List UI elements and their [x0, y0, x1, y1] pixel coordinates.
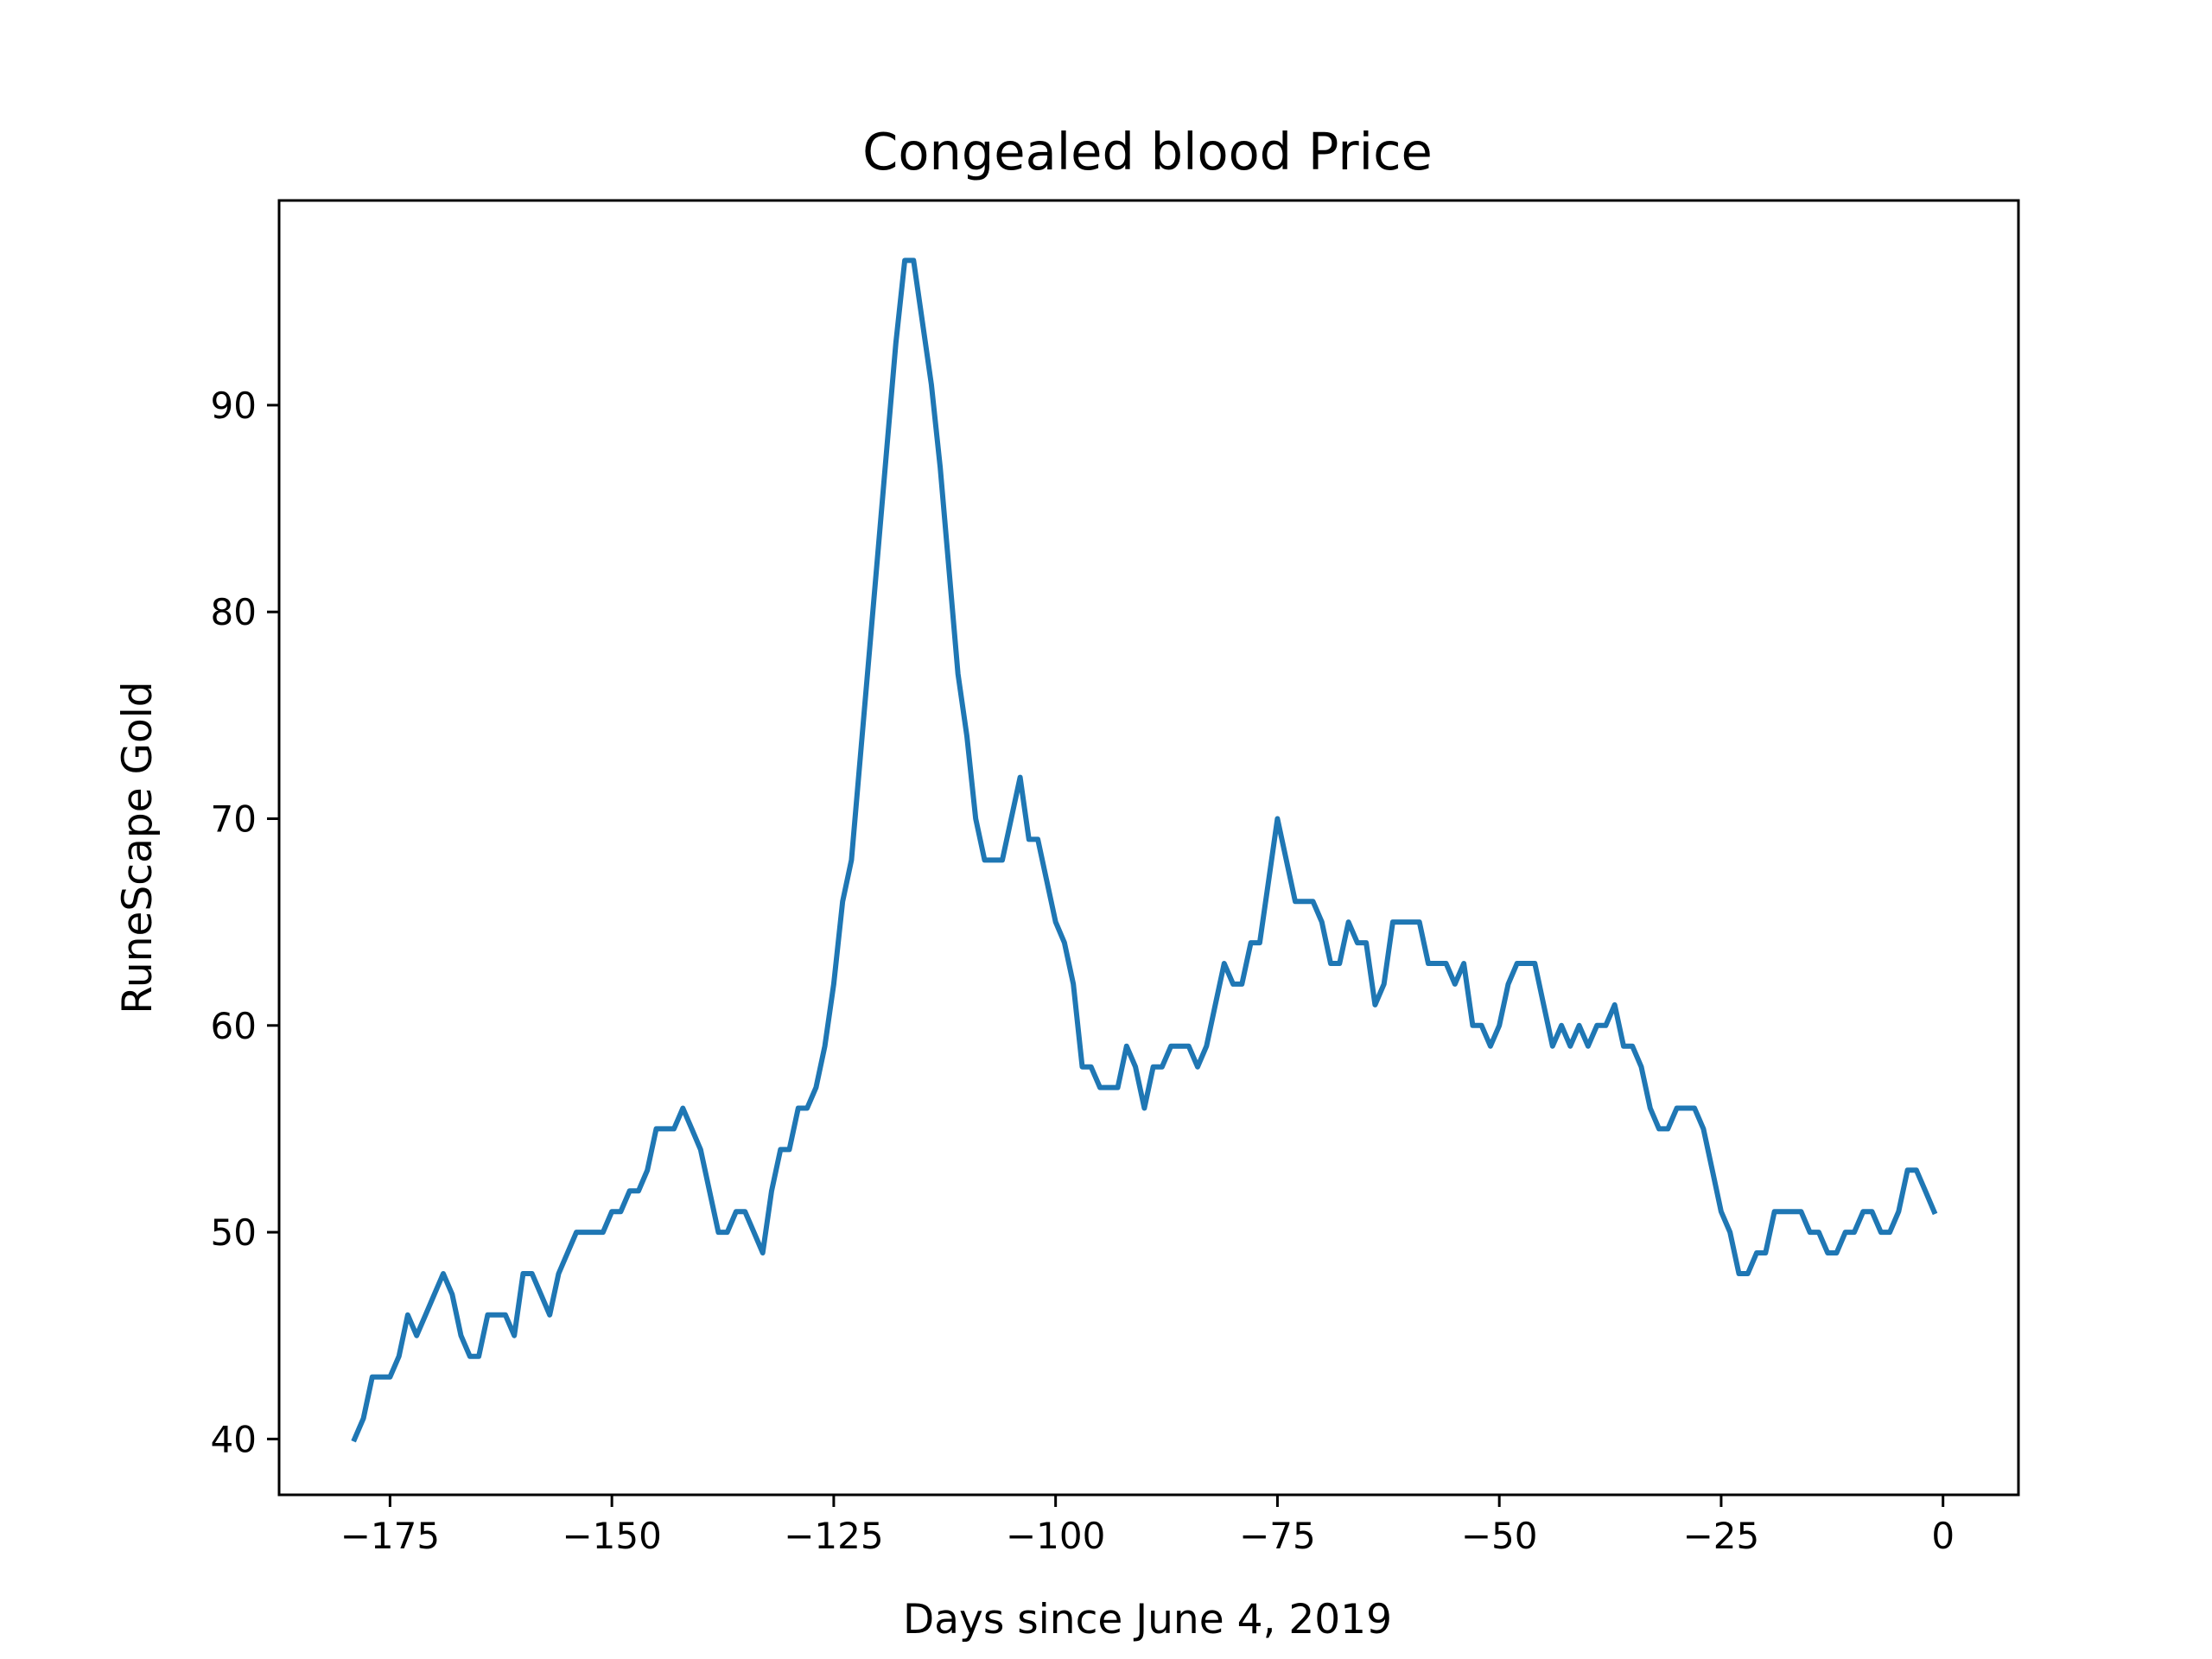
- plot-frame: [277, 199, 2020, 1497]
- x-axis-label: Days since June 4, 2019: [903, 1596, 1392, 1643]
- y-tick-label: 80: [211, 591, 257, 633]
- y-axis-label: RuneScape Gold: [114, 681, 162, 1014]
- x-tick-label: −150: [562, 1515, 661, 1557]
- y-tick-label: 70: [211, 798, 257, 840]
- x-tick-label: −75: [1239, 1515, 1316, 1557]
- x-tick-label: −175: [340, 1515, 440, 1557]
- chart-title: Congealed blood Price: [862, 122, 1433, 181]
- y-tick-label: 40: [211, 1418, 257, 1460]
- x-tick-label: −125: [784, 1515, 883, 1557]
- x-axis: −175 −150 −125 −100 −75 −50 −25 0: [340, 1495, 1955, 1557]
- x-tick-label: −100: [1006, 1515, 1105, 1557]
- x-tick-label: −50: [1461, 1515, 1538, 1557]
- y-tick-label: 60: [211, 1005, 257, 1047]
- x-tick-label: 0: [1931, 1515, 1955, 1557]
- series-line-0: [351, 257, 1938, 1443]
- plot-area: [351, 257, 1938, 1443]
- y-tick-label: 90: [211, 385, 257, 427]
- x-tick-label: −25: [1683, 1515, 1760, 1557]
- y-tick-label: 50: [211, 1211, 257, 1254]
- y-axis: 40 50 60 70 80 90: [211, 385, 279, 1460]
